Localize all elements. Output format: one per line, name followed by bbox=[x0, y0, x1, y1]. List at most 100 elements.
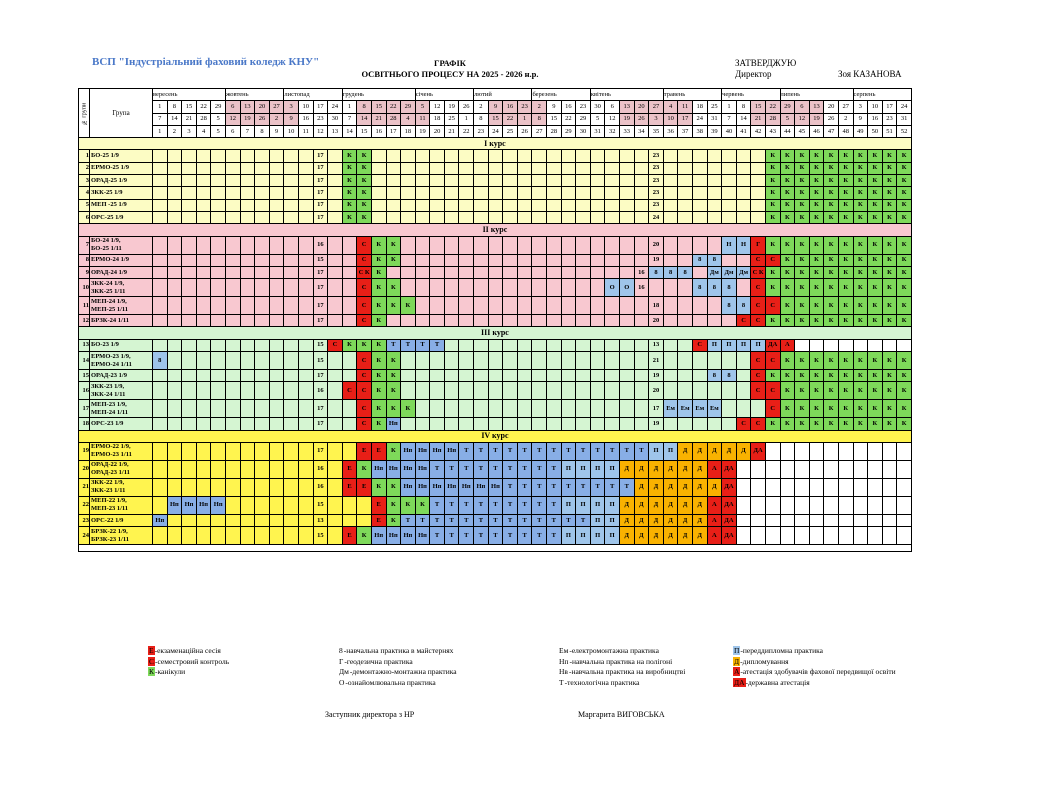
week-number-cell: 28 bbox=[546, 124, 562, 139]
week-cell: Дм bbox=[721, 265, 737, 280]
week-cell bbox=[531, 369, 548, 383]
deputy-label: Заступник директора з НР bbox=[325, 710, 415, 719]
legend-symbol: С bbox=[148, 656, 156, 666]
week-start-cell: 6 bbox=[224, 100, 241, 114]
week-cell bbox=[691, 381, 708, 401]
week-cell bbox=[195, 441, 212, 461]
week-cell bbox=[297, 381, 314, 401]
week-end-cell: 3 bbox=[648, 112, 664, 126]
week-cell: Нп bbox=[210, 495, 226, 515]
week-cell: Е bbox=[370, 495, 387, 515]
week-cell: К bbox=[356, 174, 372, 188]
week-cell: К bbox=[823, 186, 839, 200]
week-cell bbox=[297, 441, 314, 461]
week-cell: К bbox=[852, 351, 869, 371]
week-cell: С bbox=[327, 338, 343, 353]
week-cell bbox=[283, 186, 299, 200]
week-cell bbox=[224, 235, 241, 255]
week-cell: К bbox=[881, 149, 898, 163]
week-cell: 17 bbox=[312, 369, 329, 383]
week-cell bbox=[429, 210, 445, 225]
week-cell bbox=[195, 477, 212, 497]
week-cell: Т bbox=[473, 441, 489, 461]
week-cell bbox=[502, 314, 518, 328]
week-cell bbox=[560, 210, 577, 225]
week-cell bbox=[356, 495, 372, 515]
legend-item: Нв-навчальна практика на виробництві bbox=[558, 667, 685, 678]
week-cell bbox=[283, 369, 299, 383]
week-end-cell: 9 bbox=[852, 112, 869, 126]
week-cell bbox=[662, 296, 679, 316]
week-cell bbox=[458, 210, 475, 225]
group-name: ОРС-25 1/9 bbox=[89, 210, 153, 225]
week-number-cell: 33 bbox=[619, 124, 635, 139]
week-cell bbox=[195, 278, 212, 298]
week-cell bbox=[633, 174, 650, 188]
week-cell bbox=[677, 210, 693, 225]
week-cell: К bbox=[779, 253, 796, 267]
week-cell: Т bbox=[531, 441, 548, 461]
week-cell bbox=[385, 198, 402, 212]
week-cell bbox=[516, 174, 533, 188]
week-cell bbox=[341, 441, 358, 461]
week-cell bbox=[283, 338, 299, 353]
week-cell bbox=[881, 459, 898, 479]
week-number-cell: 30 bbox=[575, 124, 591, 139]
week-cell: Нп bbox=[400, 459, 416, 479]
week-cell: Д bbox=[677, 526, 693, 546]
week-cell: К bbox=[867, 417, 883, 431]
week-cell bbox=[706, 296, 723, 316]
week-cell: К bbox=[867, 265, 883, 280]
week-cell: К bbox=[867, 253, 883, 267]
week-cell bbox=[152, 314, 168, 328]
week-cell bbox=[473, 381, 489, 401]
month-header: вересень bbox=[152, 87, 226, 102]
week-cell: Т bbox=[546, 495, 562, 515]
week-end-cell: 28 bbox=[385, 112, 402, 126]
week-cell bbox=[619, 253, 635, 267]
week-start-cell: 16 bbox=[560, 100, 577, 114]
week-cell bbox=[166, 278, 183, 298]
week-cell: К bbox=[779, 186, 796, 200]
week-cell: К bbox=[867, 399, 883, 419]
week-cell: П bbox=[604, 459, 620, 479]
week-cell bbox=[560, 235, 577, 255]
week-cell bbox=[283, 278, 299, 298]
week-cell bbox=[589, 174, 606, 188]
week-cell bbox=[604, 351, 620, 371]
group-row: 22 МЕП-22 1/9, МЕП-23 1/11 Нп Нп Нп Нп 15 Е К К К Т… bbox=[78, 495, 912, 515]
week-cell: 16 bbox=[312, 381, 329, 401]
week-cell bbox=[224, 477, 241, 497]
week-cell: 17 bbox=[312, 399, 329, 419]
week-cell: Нп bbox=[443, 441, 460, 461]
week-cell bbox=[473, 278, 489, 298]
week-cell bbox=[327, 278, 343, 298]
week-cell: К bbox=[764, 417, 781, 431]
week-cell: К bbox=[867, 235, 883, 255]
week-cell bbox=[473, 338, 489, 353]
week-cell bbox=[297, 265, 314, 280]
week-cell bbox=[677, 314, 693, 328]
week-cell bbox=[502, 265, 518, 280]
week-cell bbox=[400, 149, 416, 163]
week-cell bbox=[268, 314, 285, 328]
week-cell: К bbox=[881, 186, 898, 200]
week-cell bbox=[662, 338, 679, 353]
week-cell bbox=[837, 477, 854, 497]
legend-item: Дм-демонтажно-монтажна практика bbox=[338, 667, 457, 678]
group-row: 11 МЕП-24 1/9, МЕП-25 1/11 17 С К К К 18 8 8 С С К К К… bbox=[78, 296, 912, 316]
legend-column: П-переддипломна практика Д-дипломування А-… bbox=[733, 646, 896, 688]
group-row: 6 ОРС-25 1/9 17 К К 24 К К К К К К К К К К bbox=[78, 210, 912, 225]
group-name: ЕРМО-25 1/9 bbox=[89, 161, 153, 176]
week-cell bbox=[823, 526, 839, 546]
week-cell bbox=[516, 351, 533, 371]
week-cell: К bbox=[764, 210, 781, 225]
week-number-cell: 31 bbox=[589, 124, 606, 139]
week-cell bbox=[852, 459, 869, 479]
week-end-cell: 12 bbox=[604, 112, 620, 126]
group-number: 12 bbox=[78, 314, 90, 328]
week-cell bbox=[224, 161, 241, 176]
week-cell bbox=[458, 186, 475, 200]
week-cell bbox=[546, 198, 562, 212]
week-cell: 17 bbox=[312, 278, 329, 298]
